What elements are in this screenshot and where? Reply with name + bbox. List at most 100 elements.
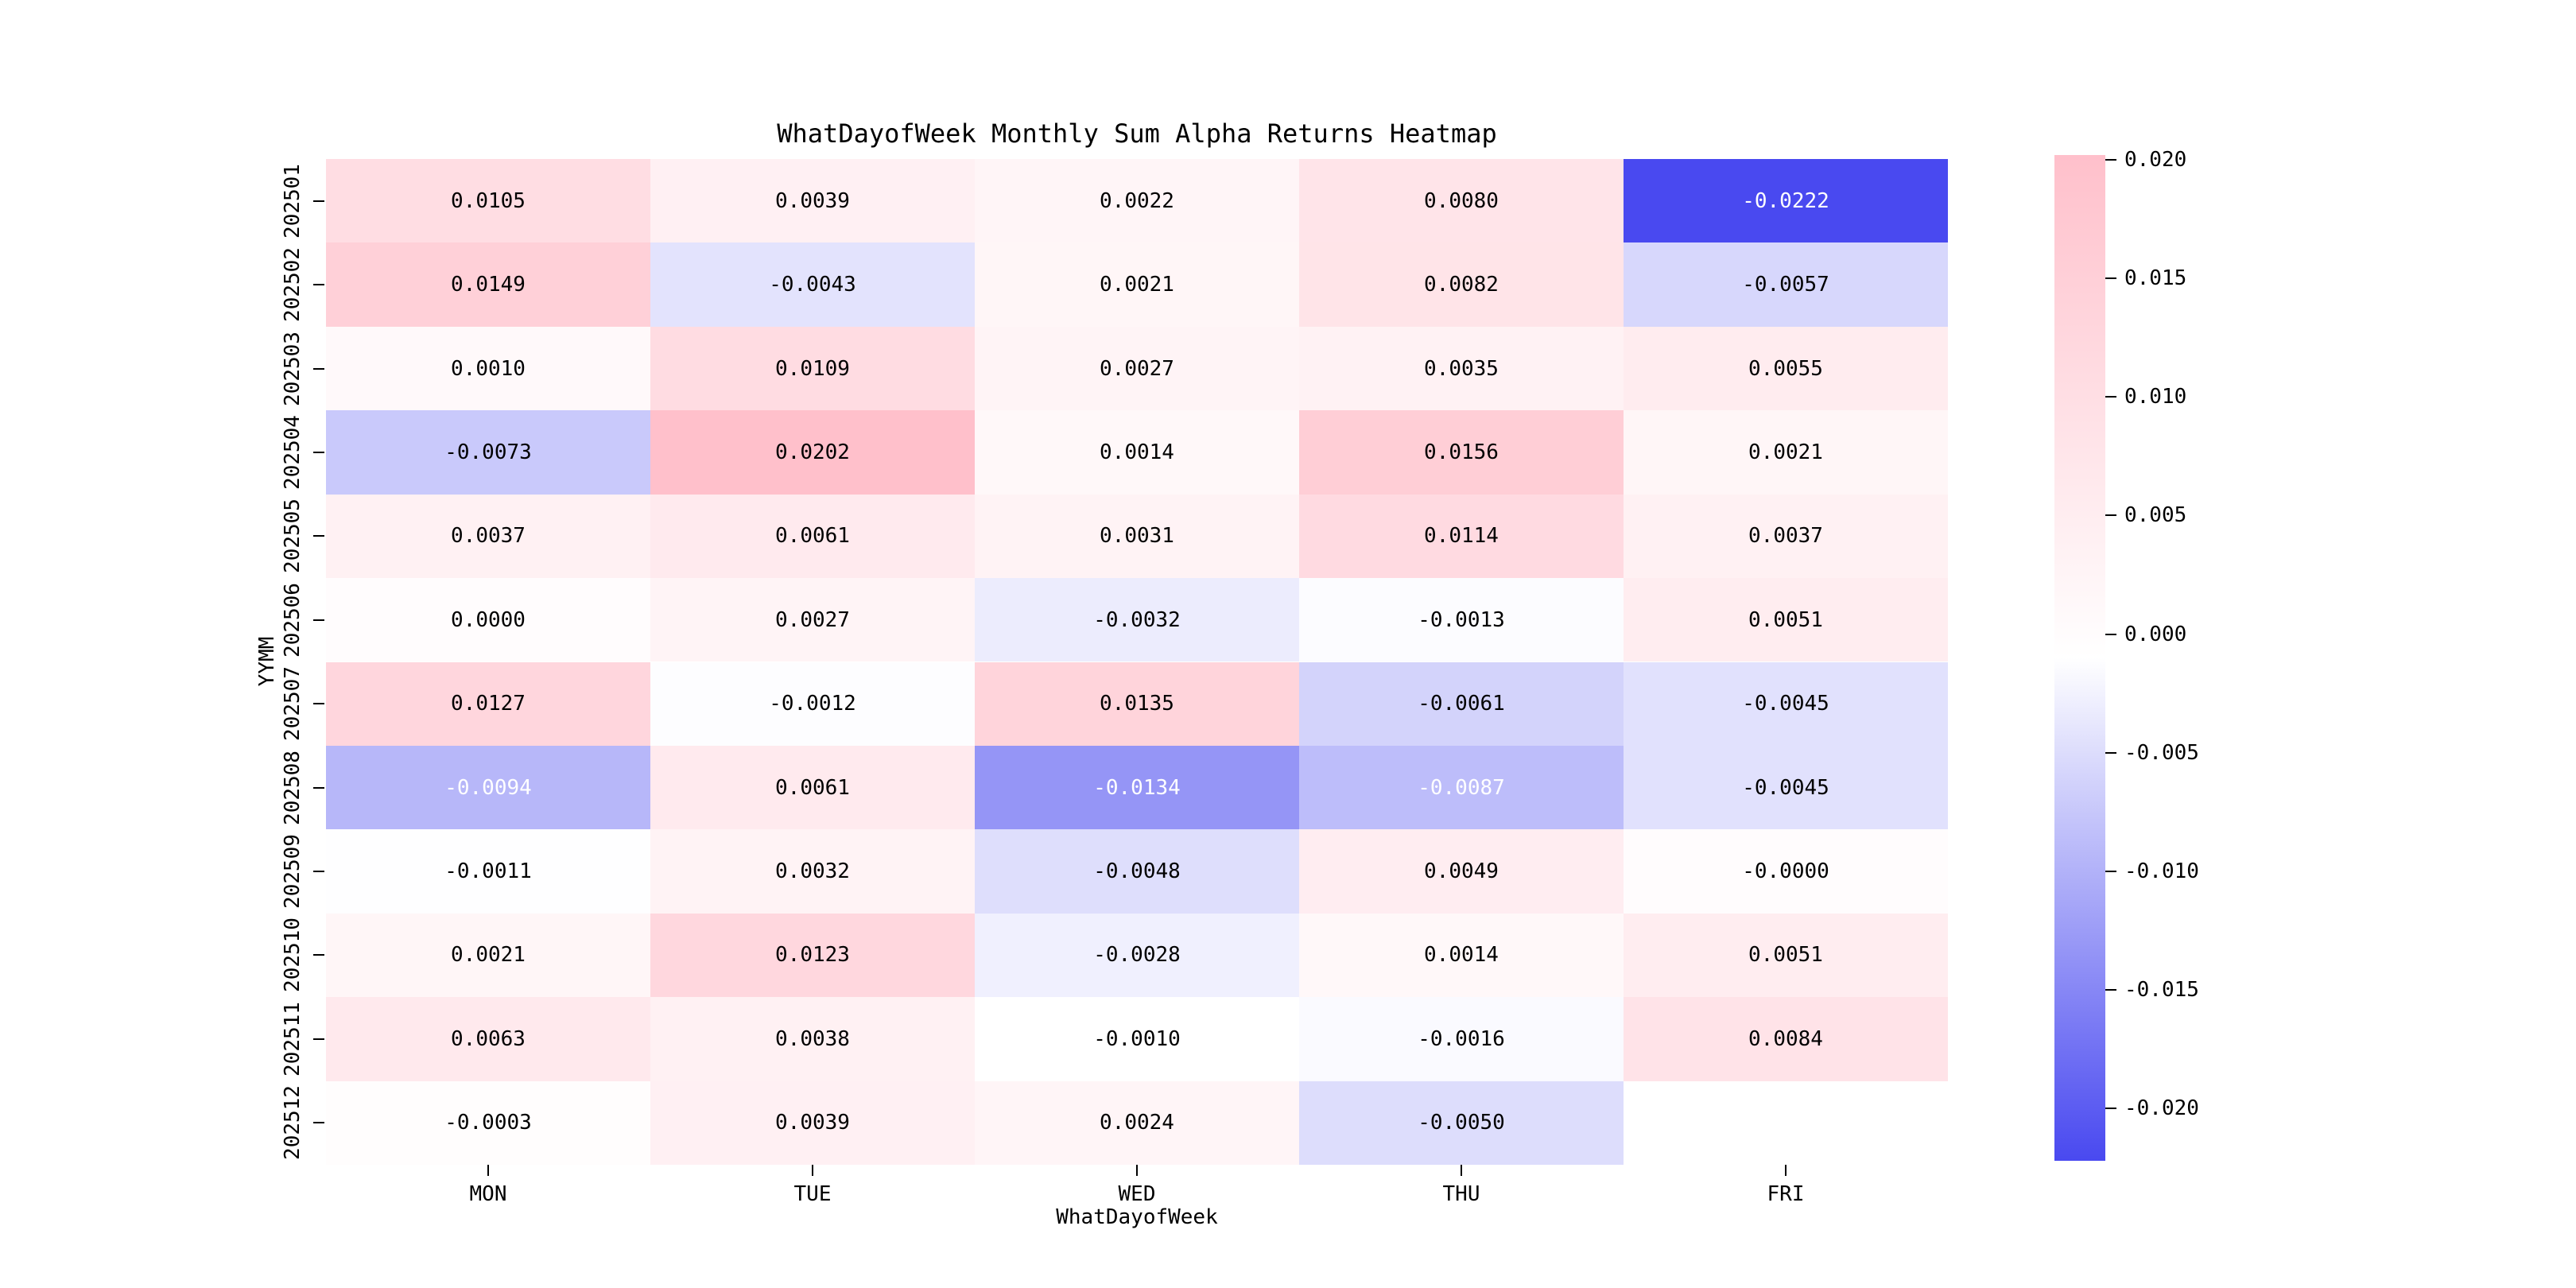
x-tick-mark [812,1165,813,1176]
heatmap-cell: -0.0012 [650,661,975,746]
colorbar-tick-mark [2105,751,2116,754]
heatmap-cell: 0.0038 [650,997,975,1081]
heatmap-cell: 0.0135 [975,661,1299,746]
heatmap-cell: -0.0032 [975,578,1299,662]
y-tick-mark [313,871,324,873]
colorbar-tick-mark [2105,871,2116,872]
x-tick-label: THU [1442,1182,1480,1206]
y-tick-label: 202504 [281,414,305,490]
x-tick-label: FRI [1767,1182,1805,1206]
heatmap-cell: -0.0050 [1299,1080,1624,1165]
x-tick-label: TUE [793,1182,832,1206]
heatmap-grid: 0.0105 0.0039 0.0022 0.0080 -0.0222 0.0149 -0.… [326,159,1948,1165]
colorbar-tick-mark [2105,396,2116,398]
heatmap-cell: -0.0010 [975,997,1299,1081]
y-tick-label: 202509 [281,834,305,909]
heatmap-cell: 0.0010 [326,326,650,411]
y-tick-mark [313,200,324,202]
colorbar-tick-mark [2105,1108,2116,1110]
heatmap-cell: 0.0000 [326,578,650,662]
heatmap-cell: 0.0021 [975,242,1299,327]
colorbar-tick-label: 0.010 [2124,385,2187,409]
heatmap-cell: 0.0021 [326,913,650,998]
heatmap-cell: 0.0014 [975,410,1299,495]
heatmap-cell: 0.0037 [1624,494,1948,579]
y-tick-label: 202503 [281,331,305,406]
y-tick-mark [313,284,324,286]
colorbar-tick-label: 0.015 [2124,266,2187,291]
y-tick-label: 202501 [281,163,305,239]
heatmap-cell: 0.0051 [1624,578,1948,662]
heatmap-cell: -0.0061 [1299,661,1624,746]
heatmap-cell [1624,1080,1948,1165]
heatmap-cell: -0.0045 [1624,745,1948,830]
heatmap-cell: 0.0114 [1299,494,1624,579]
heatmap-cell: -0.0048 [975,829,1299,914]
heatmap-cell: 0.0039 [650,159,975,243]
heatmap-cell: -0.0043 [650,242,975,327]
y-tick-label: 202507 [281,666,305,742]
colorbar-tick-mark [2105,633,2116,635]
y-tick-label: 202506 [281,582,305,658]
x-axis-label: WhatDayofWeek [1056,1205,1218,1229]
heatmap-cell: 0.0014 [1299,913,1624,998]
x-tick-mark [1461,1165,1462,1176]
colorbar-tick-label: 0.000 [2124,622,2187,646]
colorbar-tick-mark [2105,158,2116,161]
y-tick-label: 202511 [281,1001,305,1077]
heatmap-cell: 0.0051 [1624,913,1948,998]
heatmap-cell: 0.0080 [1299,159,1624,243]
heatmap-cell: 0.0082 [1299,242,1624,327]
colorbar-tick-label: 0.005 [2124,503,2187,528]
y-tick-label: 202508 [281,750,305,825]
colorbar-tick-label: 0.020 [2124,147,2187,172]
y-tick-mark [313,1038,324,1040]
heatmap-cell: 0.0109 [650,326,975,411]
heatmap-cell: 0.0063 [326,997,650,1081]
colorbar-tick-mark [2105,989,2116,991]
heatmap-cell: -0.0087 [1299,745,1624,830]
heatmap-cell: 0.0149 [326,242,650,327]
heatmap-cell: 0.0084 [1624,997,1948,1081]
x-tick-mark [1136,1165,1138,1176]
heatmap-cell: -0.0094 [326,745,650,830]
heatmap-cell: 0.0105 [326,159,650,243]
heatmap-cell: 0.0061 [650,494,975,579]
colorbar-tick-label: -0.015 [2124,978,2199,1003]
heatmap-cell: 0.0061 [650,745,975,830]
heatmap-cell: 0.0031 [975,494,1299,579]
y-tick-label: 202502 [281,247,305,323]
heatmap-cell: 0.0123 [650,913,975,998]
heatmap-cell: -0.0011 [326,829,650,914]
y-tick-mark [313,619,324,621]
heatmap-cell: 0.0127 [326,661,650,746]
x-tick-mark [487,1165,489,1176]
colorbar-tick-label: -0.005 [2124,740,2199,765]
heatmap-cell: -0.0003 [326,1080,650,1165]
heatmap-cell: 0.0055 [1624,326,1948,411]
y-tick-mark [313,535,324,537]
y-tick-label: 202505 [281,499,305,574]
heatmap-cell: -0.0134 [975,745,1299,830]
heatmap-cell: 0.0021 [1624,410,1948,495]
y-tick-mark [313,451,324,453]
heatmap-cell: -0.0045 [1624,661,1948,746]
y-axis-label: YYMM [255,636,279,687]
heatmap-cell: -0.0028 [975,913,1299,998]
y-tick-mark [313,367,324,370]
y-tick-mark [313,1122,324,1124]
heatmap-cell: 0.0049 [1299,829,1624,914]
heatmap-cell: 0.0027 [975,326,1299,411]
heatmap-cell: 0.0032 [650,829,975,914]
heatmap-cell: -0.0016 [1299,997,1624,1081]
y-tick-mark [313,703,324,705]
heatmap-cell: -0.0222 [1624,159,1948,243]
colorbar-tick-mark [2105,277,2116,280]
heatmap-cell: 0.0027 [650,578,975,662]
colorbar-gradient [2054,155,2105,1161]
y-tick-label: 202512 [281,1085,305,1161]
heatmap-cell: 0.0024 [975,1080,1299,1165]
x-tick-label: WED [1118,1182,1156,1206]
heatmap-cell: 0.0202 [650,410,975,495]
